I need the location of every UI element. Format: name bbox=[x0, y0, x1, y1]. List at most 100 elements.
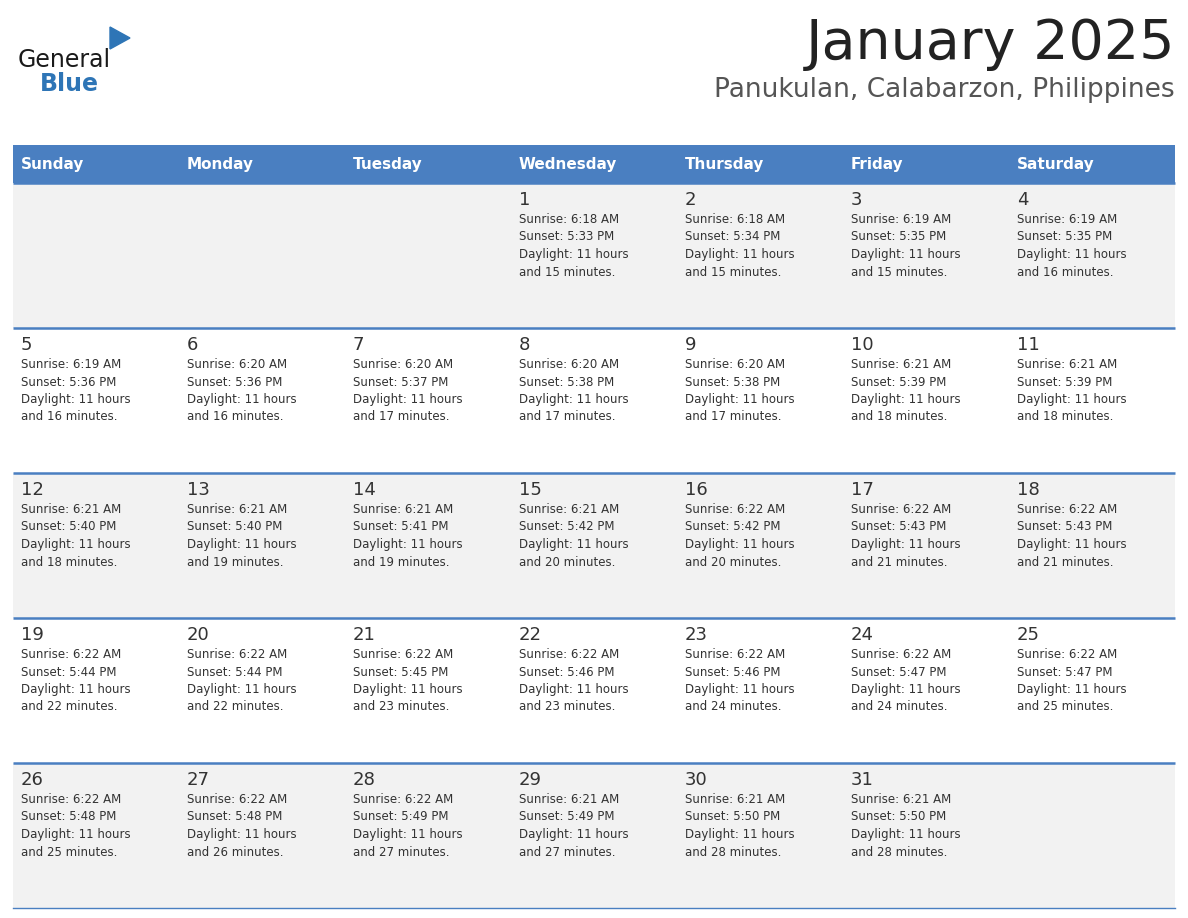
Text: Sunrise: 6:21 AM
Sunset: 5:42 PM
Daylight: 11 hours
and 20 minutes.: Sunrise: 6:21 AM Sunset: 5:42 PM Dayligh… bbox=[519, 503, 628, 568]
Text: Sunrise: 6:21 AM
Sunset: 5:40 PM
Daylight: 11 hours
and 19 minutes.: Sunrise: 6:21 AM Sunset: 5:40 PM Dayligh… bbox=[187, 503, 297, 568]
Text: Friday: Friday bbox=[851, 156, 904, 172]
Bar bbox=[677, 473, 843, 618]
Bar bbox=[179, 145, 345, 183]
Text: 15: 15 bbox=[519, 481, 542, 499]
Bar bbox=[843, 763, 1009, 908]
Text: January 2025: January 2025 bbox=[805, 17, 1175, 71]
Text: Blue: Blue bbox=[40, 72, 99, 96]
Text: Sunrise: 6:22 AM
Sunset: 5:47 PM
Daylight: 11 hours
and 25 minutes.: Sunrise: 6:22 AM Sunset: 5:47 PM Dayligh… bbox=[1017, 648, 1126, 713]
Bar bbox=[179, 183, 345, 328]
Bar bbox=[13, 763, 179, 908]
Text: Monday: Monday bbox=[187, 156, 254, 172]
Bar bbox=[13, 183, 179, 328]
Text: Sunday: Sunday bbox=[21, 156, 84, 172]
Bar bbox=[345, 183, 511, 328]
Text: Sunrise: 6:22 AM
Sunset: 5:48 PM
Daylight: 11 hours
and 26 minutes.: Sunrise: 6:22 AM Sunset: 5:48 PM Dayligh… bbox=[187, 793, 297, 858]
Text: 30: 30 bbox=[685, 771, 708, 789]
Bar bbox=[677, 145, 843, 183]
Bar bbox=[13, 328, 179, 473]
Text: Sunrise: 6:22 AM
Sunset: 5:47 PM
Daylight: 11 hours
and 24 minutes.: Sunrise: 6:22 AM Sunset: 5:47 PM Dayligh… bbox=[851, 648, 961, 713]
Text: Wednesday: Wednesday bbox=[519, 156, 618, 172]
Text: 19: 19 bbox=[21, 626, 44, 644]
Text: 25: 25 bbox=[1017, 626, 1040, 644]
Bar bbox=[511, 145, 677, 183]
Bar bbox=[843, 473, 1009, 618]
Bar bbox=[179, 473, 345, 618]
Text: 9: 9 bbox=[685, 336, 696, 354]
Text: Sunrise: 6:22 AM
Sunset: 5:46 PM
Daylight: 11 hours
and 23 minutes.: Sunrise: 6:22 AM Sunset: 5:46 PM Dayligh… bbox=[519, 648, 628, 713]
Text: 4: 4 bbox=[1017, 191, 1029, 209]
Bar bbox=[13, 145, 179, 183]
Text: Sunrise: 6:21 AM
Sunset: 5:40 PM
Daylight: 11 hours
and 18 minutes.: Sunrise: 6:21 AM Sunset: 5:40 PM Dayligh… bbox=[21, 503, 131, 568]
Bar bbox=[1009, 328, 1175, 473]
Bar bbox=[677, 183, 843, 328]
Text: 17: 17 bbox=[851, 481, 874, 499]
Text: 1: 1 bbox=[519, 191, 530, 209]
Text: Sunrise: 6:21 AM
Sunset: 5:41 PM
Daylight: 11 hours
and 19 minutes.: Sunrise: 6:21 AM Sunset: 5:41 PM Dayligh… bbox=[353, 503, 462, 568]
Text: 10: 10 bbox=[851, 336, 873, 354]
Text: 16: 16 bbox=[685, 481, 708, 499]
Text: Sunrise: 6:22 AM
Sunset: 5:44 PM
Daylight: 11 hours
and 22 minutes.: Sunrise: 6:22 AM Sunset: 5:44 PM Dayligh… bbox=[187, 648, 297, 713]
Text: 7: 7 bbox=[353, 336, 365, 354]
Text: Tuesday: Tuesday bbox=[353, 156, 423, 172]
Text: 21: 21 bbox=[353, 626, 375, 644]
Text: Sunrise: 6:22 AM
Sunset: 5:43 PM
Daylight: 11 hours
and 21 minutes.: Sunrise: 6:22 AM Sunset: 5:43 PM Dayligh… bbox=[851, 503, 961, 568]
Bar bbox=[511, 473, 677, 618]
Bar bbox=[345, 473, 511, 618]
Text: Sunrise: 6:22 AM
Sunset: 5:42 PM
Daylight: 11 hours
and 20 minutes.: Sunrise: 6:22 AM Sunset: 5:42 PM Dayligh… bbox=[685, 503, 795, 568]
Bar bbox=[843, 145, 1009, 183]
Text: General: General bbox=[18, 48, 112, 72]
Text: Sunrise: 6:22 AM
Sunset: 5:43 PM
Daylight: 11 hours
and 21 minutes.: Sunrise: 6:22 AM Sunset: 5:43 PM Dayligh… bbox=[1017, 503, 1126, 568]
Text: 27: 27 bbox=[187, 771, 210, 789]
Text: 26: 26 bbox=[21, 771, 44, 789]
Text: Sunrise: 6:21 AM
Sunset: 5:39 PM
Daylight: 11 hours
and 18 minutes.: Sunrise: 6:21 AM Sunset: 5:39 PM Dayligh… bbox=[1017, 358, 1126, 423]
Text: Sunrise: 6:20 AM
Sunset: 5:38 PM
Daylight: 11 hours
and 17 minutes.: Sunrise: 6:20 AM Sunset: 5:38 PM Dayligh… bbox=[685, 358, 795, 423]
Text: Sunrise: 6:21 AM
Sunset: 5:50 PM
Daylight: 11 hours
and 28 minutes.: Sunrise: 6:21 AM Sunset: 5:50 PM Dayligh… bbox=[685, 793, 795, 858]
Bar bbox=[843, 328, 1009, 473]
Bar bbox=[1009, 473, 1175, 618]
Bar bbox=[1009, 763, 1175, 908]
Text: Sunrise: 6:22 AM
Sunset: 5:45 PM
Daylight: 11 hours
and 23 minutes.: Sunrise: 6:22 AM Sunset: 5:45 PM Dayligh… bbox=[353, 648, 462, 713]
Bar bbox=[179, 763, 345, 908]
Text: Sunrise: 6:19 AM
Sunset: 5:35 PM
Daylight: 11 hours
and 16 minutes.: Sunrise: 6:19 AM Sunset: 5:35 PM Dayligh… bbox=[1017, 213, 1126, 278]
Text: 22: 22 bbox=[519, 626, 542, 644]
Text: Sunrise: 6:18 AM
Sunset: 5:33 PM
Daylight: 11 hours
and 15 minutes.: Sunrise: 6:18 AM Sunset: 5:33 PM Dayligh… bbox=[519, 213, 628, 278]
Text: 13: 13 bbox=[187, 481, 210, 499]
Text: Sunrise: 6:19 AM
Sunset: 5:36 PM
Daylight: 11 hours
and 16 minutes.: Sunrise: 6:19 AM Sunset: 5:36 PM Dayligh… bbox=[21, 358, 131, 423]
Bar bbox=[511, 328, 677, 473]
Bar bbox=[1009, 183, 1175, 328]
Text: Sunrise: 6:22 AM
Sunset: 5:44 PM
Daylight: 11 hours
and 22 minutes.: Sunrise: 6:22 AM Sunset: 5:44 PM Dayligh… bbox=[21, 648, 131, 713]
Bar bbox=[179, 618, 345, 763]
Bar bbox=[1009, 618, 1175, 763]
Text: 20: 20 bbox=[187, 626, 210, 644]
Bar bbox=[511, 618, 677, 763]
Text: 3: 3 bbox=[851, 191, 862, 209]
Text: Thursday: Thursday bbox=[685, 156, 764, 172]
Bar bbox=[345, 763, 511, 908]
Text: 23: 23 bbox=[685, 626, 708, 644]
Text: 18: 18 bbox=[1017, 481, 1040, 499]
Text: Sunrise: 6:20 AM
Sunset: 5:36 PM
Daylight: 11 hours
and 16 minutes.: Sunrise: 6:20 AM Sunset: 5:36 PM Dayligh… bbox=[187, 358, 297, 423]
Text: Saturday: Saturday bbox=[1017, 156, 1095, 172]
Bar bbox=[13, 618, 179, 763]
Text: Sunrise: 6:22 AM
Sunset: 5:49 PM
Daylight: 11 hours
and 27 minutes.: Sunrise: 6:22 AM Sunset: 5:49 PM Dayligh… bbox=[353, 793, 462, 858]
Text: Sunrise: 6:21 AM
Sunset: 5:49 PM
Daylight: 11 hours
and 27 minutes.: Sunrise: 6:21 AM Sunset: 5:49 PM Dayligh… bbox=[519, 793, 628, 858]
Bar bbox=[677, 328, 843, 473]
Text: 29: 29 bbox=[519, 771, 542, 789]
Bar bbox=[1009, 145, 1175, 183]
Bar bbox=[843, 183, 1009, 328]
Bar bbox=[345, 618, 511, 763]
Text: 6: 6 bbox=[187, 336, 198, 354]
Text: 8: 8 bbox=[519, 336, 530, 354]
Text: 24: 24 bbox=[851, 626, 874, 644]
Bar bbox=[677, 618, 843, 763]
Text: Sunrise: 6:20 AM
Sunset: 5:37 PM
Daylight: 11 hours
and 17 minutes.: Sunrise: 6:20 AM Sunset: 5:37 PM Dayligh… bbox=[353, 358, 462, 423]
Text: 11: 11 bbox=[1017, 336, 1040, 354]
Text: 5: 5 bbox=[21, 336, 32, 354]
Text: Sunrise: 6:21 AM
Sunset: 5:50 PM
Daylight: 11 hours
and 28 minutes.: Sunrise: 6:21 AM Sunset: 5:50 PM Dayligh… bbox=[851, 793, 961, 858]
Bar bbox=[677, 763, 843, 908]
Text: Sunrise: 6:22 AM
Sunset: 5:48 PM
Daylight: 11 hours
and 25 minutes.: Sunrise: 6:22 AM Sunset: 5:48 PM Dayligh… bbox=[21, 793, 131, 858]
Bar bbox=[843, 618, 1009, 763]
Text: 14: 14 bbox=[353, 481, 375, 499]
Bar bbox=[179, 328, 345, 473]
